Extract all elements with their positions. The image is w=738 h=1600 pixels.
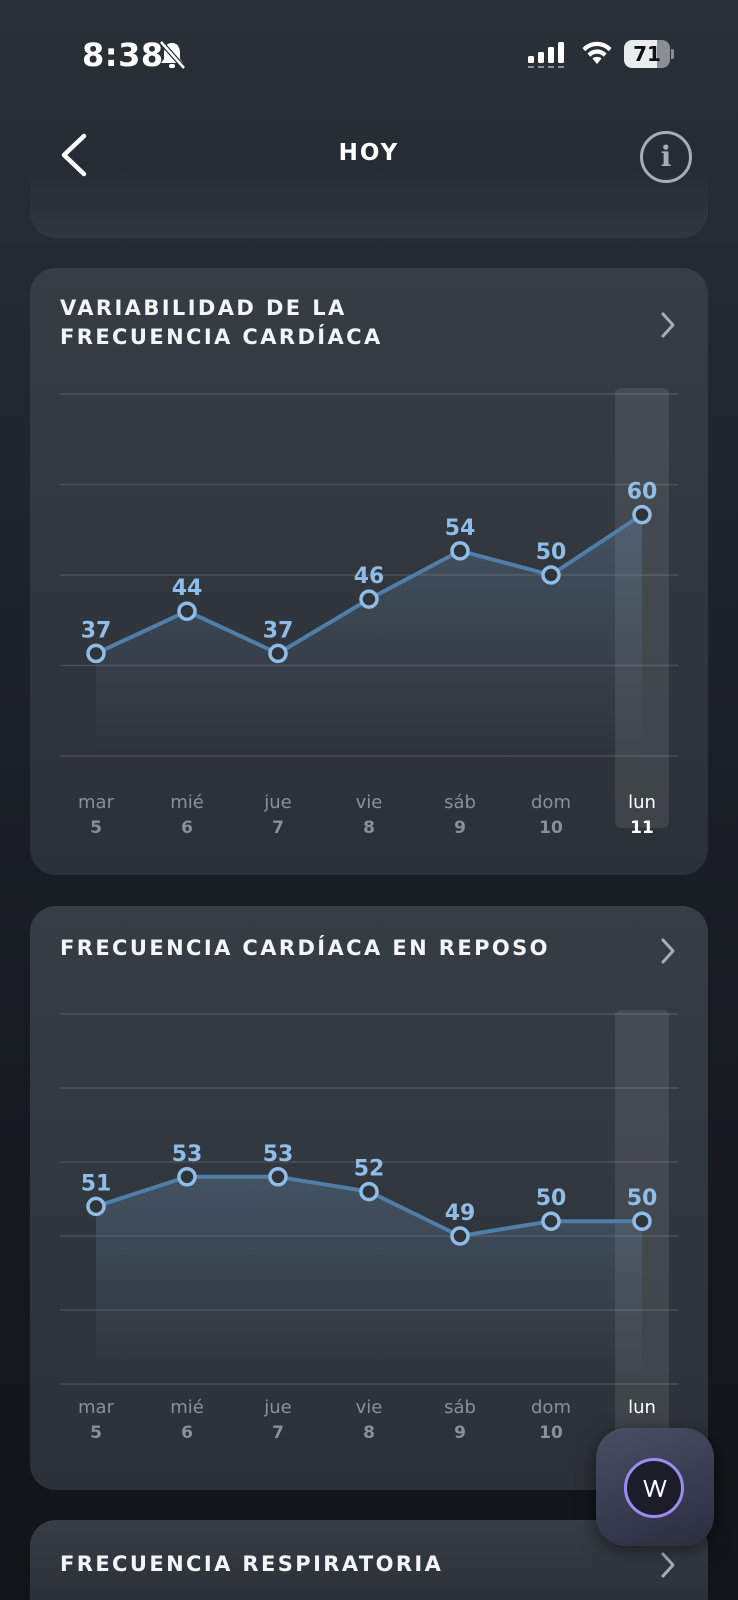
data-point[interactable] [268,1167,288,1187]
data-point[interactable] [359,1181,379,1202]
respiratory-rate-card-title: FRECUENCIA RESPIRATORIA [60,1550,443,1579]
battery-percent: 71 [633,42,661,66]
x-tick-date: 10 [539,1423,563,1443]
x-tick-day: vie [356,1397,383,1418]
data-point[interactable] [541,565,561,585]
data-point[interactable] [632,504,652,525]
whoop-coach-icon: \/\/ [624,1458,684,1518]
x-tick-date: 11 [630,818,654,838]
x-tick-date: 9 [454,1423,466,1443]
x-tick-date: 5 [90,1423,102,1443]
battery-indicator: 71 [624,40,674,68]
nav-header: HOY i [0,120,738,190]
data-label: 49 [445,1201,476,1226]
data-point[interactable] [177,601,197,621]
status-bar: 8:38 71 [0,0,738,110]
data-point[interactable] [86,1196,106,1217]
resting-hr-card-title: FRECUENCIA CARDÍACA EN REPOSO [60,934,550,963]
x-tick-day: sáb [444,1397,476,1418]
x-tick-date: 8 [363,1423,375,1443]
x-tick-day: dom [531,1397,571,1418]
data-label: 46 [354,564,385,589]
data-point[interactable] [86,643,106,664]
data-label: 50 [536,1186,567,1211]
x-tick-date: 8 [363,818,375,838]
card-title-line: FRECUENCIA RESPIRATORIA [60,1552,444,1576]
resting-hr-card[interactable]: FRECUENCIA CARDÍACA EN REPOSO 51 53 53 52 49… [30,906,708,1490]
x-tick-day: sáb [444,792,476,813]
chevron-right-icon[interactable] [658,1550,678,1580]
x-tick-day: lun [628,792,656,813]
card-title-line: FRECUENCIA CARDÍACA [60,325,383,349]
hrv-card-title: VARIABILIDAD DE LA FRECUENCIA CARDÍACA [60,294,383,352]
x-tick-date: 5 [90,818,102,838]
data-point[interactable] [632,1211,652,1231]
x-tick-day: jue [263,1397,291,1418]
x-tick-day: mar [78,1397,115,1418]
x-tick-date: 7 [272,1423,284,1443]
x-tick-day: mié [170,1397,204,1418]
data-label: 54 [445,516,476,541]
wifi-icon [582,41,612,64]
data-label: 51 [81,1171,112,1196]
data-label: 37 [263,618,294,643]
x-tick-date: 10 [539,818,563,838]
hrv-chart: 37 44 37 46 54 50 60 mar 5 mié 6 jue 7 vie 8 sáb 9 dom 10 l… [60,388,678,838]
hrv-card[interactable]: VARIABILIDAD DE LA FRECUENCIA CARDÍACA 3… [30,268,708,875]
bell-muted-icon [159,40,186,70]
coach-fab-button[interactable]: \/\/ [596,1428,714,1546]
respiratory-rate-card[interactable]: FRECUENCIA RESPIRATORIA [30,1520,708,1600]
info-icon: i [660,140,672,173]
card-title-line: VARIABILIDAD DE LA [60,296,347,320]
data-point[interactable] [177,1167,197,1187]
card-title-line: FRECUENCIA CARDÍACA EN REPOSO [60,936,550,960]
x-tick-day: dom [531,792,571,813]
chevron-right-icon[interactable] [658,310,678,340]
x-tick-day: vie [356,792,383,813]
data-label: 53 [172,1142,203,1167]
previous-card[interactable] [30,170,708,238]
data-label: 50 [627,1186,658,1211]
data-label: 53 [263,1142,294,1167]
data-label: 44 [172,576,203,601]
series-area [96,514,642,756]
data-point[interactable] [541,1211,561,1231]
x-tick-date: 7 [272,818,284,838]
x-tick-day: mar [78,792,115,813]
x-tick-date: 9 [454,818,466,838]
data-point[interactable] [268,643,288,664]
chevron-right-icon[interactable] [658,936,678,966]
x-tick-day: mié [170,792,204,813]
data-point[interactable] [450,541,470,561]
x-tick-date: 6 [181,818,193,838]
x-tick-date: 6 [181,1423,193,1443]
x-tick-day: lun [628,1397,656,1418]
data-label: 50 [536,540,567,565]
data-point[interactable] [359,589,379,609]
data-point[interactable] [450,1226,470,1246]
resting-hr-chart: 51 53 53 52 49 50 50 mar 5 mié 6 jue 7 vie 8 sáb 9 dom 10 l… [60,1010,678,1490]
data-label: 60 [627,480,658,505]
chevron-left-icon[interactable] [54,130,94,180]
cellular-signal-icon [528,42,564,68]
data-label: 52 [354,1157,385,1182]
data-label: 37 [81,618,112,643]
info-button[interactable]: i [640,131,692,183]
status-time: 8:38 [82,36,164,74]
x-tick-day: jue [263,792,291,813]
page-title: HOY [338,140,400,166]
fab-label: \/\/ [643,1476,666,1500]
